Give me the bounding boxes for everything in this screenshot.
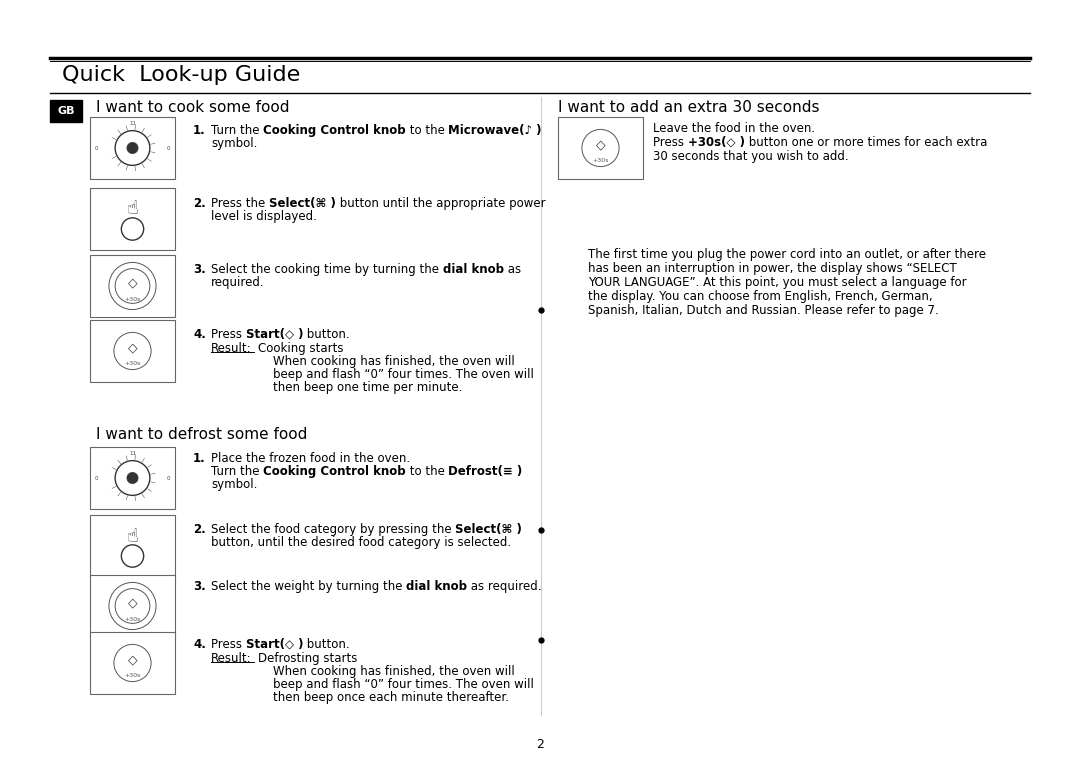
Text: ☝: ☝ (126, 199, 138, 218)
Text: Leave the food in the oven.: Leave the food in the oven. (653, 122, 815, 135)
Text: beep and flash “0” four times. The oven will: beep and flash “0” four times. The oven … (273, 368, 534, 381)
Text: I want to cook some food: I want to cook some food (96, 100, 289, 115)
Text: 1.: 1. (193, 452, 206, 465)
Text: Press: Press (211, 328, 246, 341)
Text: 11: 11 (129, 451, 136, 456)
Bar (558, 117, 643, 179)
Text: symbol.: symbol. (211, 478, 257, 491)
Text: Quick  Look-up Guide: Quick Look-up Guide (62, 65, 300, 85)
Text: 4.: 4. (193, 638, 206, 651)
Text: ☝: ☝ (126, 526, 138, 546)
Text: Select(⌘ ): Select(⌘ ) (269, 197, 336, 210)
Text: Turn the: Turn the (211, 124, 264, 137)
Text: 2.: 2. (193, 197, 206, 210)
Text: ◇: ◇ (127, 597, 137, 610)
Bar (90, 515, 175, 577)
Text: button.: button. (303, 638, 350, 651)
Text: Turn the: Turn the (211, 465, 264, 478)
Text: Select the food category by pressing the: Select the food category by pressing the (211, 523, 456, 536)
Bar (90, 575, 175, 637)
Text: +30s: +30s (124, 297, 140, 302)
Text: then beep once each minute thereafter.: then beep once each minute thereafter. (273, 691, 509, 704)
Text: +30s: +30s (124, 361, 140, 366)
Text: to the: to the (406, 465, 448, 478)
Text: Press: Press (653, 136, 688, 149)
Text: When cooking has finished, the oven will: When cooking has finished, the oven will (273, 355, 515, 368)
Text: I want to add an extra 30 seconds: I want to add an extra 30 seconds (558, 100, 820, 115)
Text: +30s: +30s (124, 617, 140, 622)
Text: ◇: ◇ (596, 139, 605, 152)
Text: button until the appropriate power: button until the appropriate power (336, 197, 545, 210)
Text: 4.: 4. (193, 328, 206, 341)
Circle shape (127, 472, 138, 484)
Text: Select(⌘ ): Select(⌘ ) (456, 523, 523, 536)
Text: Place the frozen food in the oven.: Place the frozen food in the oven. (211, 452, 410, 465)
Text: as required.: as required. (468, 580, 542, 593)
Text: 2: 2 (536, 738, 544, 751)
Text: 0: 0 (95, 475, 98, 481)
Text: level is displayed.: level is displayed. (211, 210, 316, 223)
Text: Defrost(≡ ): Defrost(≡ ) (448, 465, 523, 478)
Bar (90, 255, 175, 317)
Text: +30s: +30s (592, 158, 609, 163)
Text: Press: Press (211, 638, 246, 651)
Bar (90, 447, 175, 509)
Text: Start(◇ ): Start(◇ ) (246, 328, 303, 341)
Text: button one or more times for each extra: button one or more times for each extra (745, 136, 987, 149)
Text: as: as (503, 263, 521, 276)
Text: 2.: 2. (193, 523, 206, 536)
Text: button, until the desired food category is selected.: button, until the desired food category … (211, 536, 511, 549)
Text: 3.: 3. (193, 580, 206, 593)
Text: Select the weight by turning the: Select the weight by turning the (211, 580, 406, 593)
Text: ◇: ◇ (127, 653, 137, 667)
Text: Cooking Control knob: Cooking Control knob (264, 465, 406, 478)
Text: to the: to the (406, 124, 448, 137)
Bar (50, 100, 82, 122)
Text: dial knob: dial knob (406, 580, 468, 593)
Text: 1.: 1. (193, 124, 206, 137)
Text: Result:: Result: (211, 652, 252, 665)
Text: the display. You can choose from English, French, German,: the display. You can choose from English… (588, 290, 933, 303)
Bar (90, 117, 175, 179)
Text: Result:: Result: (211, 342, 252, 355)
Text: then beep one time per minute.: then beep one time per minute. (273, 381, 462, 394)
Text: I want to defrost some food: I want to defrost some food (96, 427, 308, 442)
Text: 30 seconds that you wish to add.: 30 seconds that you wish to add. (653, 150, 849, 163)
Text: Spanish, Italian, Dutch and Russian. Please refer to page 7.: Spanish, Italian, Dutch and Russian. Ple… (588, 304, 939, 317)
Text: Microwave(♪ ): Microwave(♪ ) (448, 124, 542, 137)
Text: 11: 11 (129, 121, 136, 126)
Text: 3.: 3. (193, 263, 206, 276)
Text: ◇: ◇ (127, 276, 137, 289)
Text: GB: GB (57, 106, 75, 116)
Text: required.: required. (211, 276, 265, 289)
Text: Cooking Control knob: Cooking Control knob (264, 124, 406, 137)
Text: Defrosting starts: Defrosting starts (258, 652, 357, 665)
Text: Start(◇ ): Start(◇ ) (246, 638, 303, 651)
Text: dial knob: dial knob (443, 263, 503, 276)
Text: Cooking starts: Cooking starts (258, 342, 343, 355)
Text: +30s: +30s (124, 673, 140, 678)
Text: has been an interruption in power, the display shows “SELECT: has been an interruption in power, the d… (588, 262, 957, 275)
Text: When cooking has finished, the oven will: When cooking has finished, the oven will (273, 665, 515, 678)
Text: button.: button. (303, 328, 350, 341)
Bar (90, 320, 175, 382)
Text: 0: 0 (95, 146, 98, 150)
Bar (90, 188, 175, 250)
Text: symbol.: symbol. (211, 137, 257, 150)
Text: YOUR LANGUAGE”. At this point, you must select a language for: YOUR LANGUAGE”. At this point, you must … (588, 276, 967, 289)
Text: ◇: ◇ (127, 342, 137, 355)
Text: Select the cooking time by turning the: Select the cooking time by turning the (211, 263, 443, 276)
Text: 0: 0 (166, 475, 170, 481)
Bar (90, 632, 175, 694)
Circle shape (127, 143, 138, 153)
Text: beep and flash “0” four times. The oven will: beep and flash “0” four times. The oven … (273, 678, 534, 691)
Text: +30s(◇ ): +30s(◇ ) (688, 136, 745, 149)
Text: 0: 0 (166, 146, 170, 150)
Text: The first time you plug the power cord into an outlet, or after there: The first time you plug the power cord i… (588, 248, 986, 261)
Text: Press the: Press the (211, 197, 269, 210)
